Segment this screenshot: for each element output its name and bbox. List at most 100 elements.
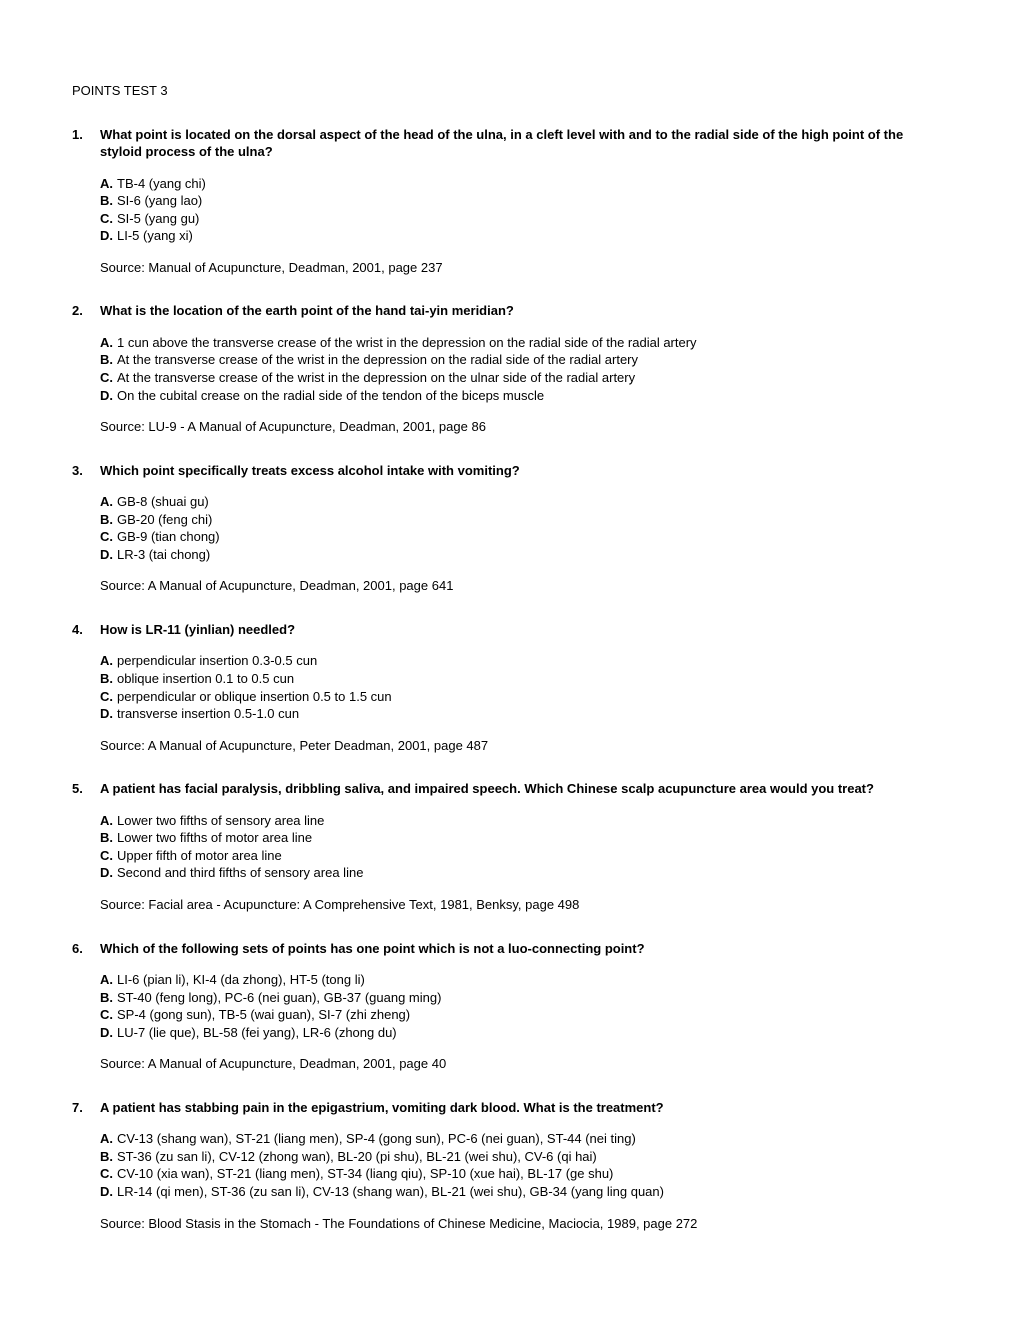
option-text: GB-20 (feng chi) [117, 511, 212, 529]
option-letter: A. [100, 334, 113, 352]
question-number: 6. [72, 940, 100, 958]
option-text: CV-13 (shang wan), ST-21 (liang men), SP… [117, 1130, 636, 1148]
question-block: 4.How is LR-11 (yinlian) needled? A. perp… [72, 621, 948, 754]
option-row: A. CV-13 (shang wan), ST-21 (liang men),… [100, 1130, 948, 1148]
question-text: What is the location of the earth point … [100, 302, 948, 320]
question-number: 5. [72, 780, 100, 798]
option-text: On the cubital crease on the radial side… [117, 387, 544, 405]
option-text: 1 cun above the transverse crease of the… [117, 334, 697, 352]
option-text: ST-40 (feng long), PC-6 (nei guan), GB-3… [117, 989, 441, 1007]
option-text: At the transverse crease of the wrist in… [117, 369, 635, 387]
question-row: 2.What is the location of the earth poin… [72, 302, 948, 320]
option-letter: B. [100, 192, 113, 210]
option-letter: A. [100, 493, 113, 511]
option-letter: A. [100, 1130, 113, 1148]
question-number: 7. [72, 1099, 100, 1117]
question-block: 2.What is the location of the earth poin… [72, 302, 948, 435]
option-letter: D. [100, 1183, 113, 1201]
option-row: C. SP-4 (gong sun), TB-5 (wai guan), SI-… [100, 1006, 948, 1024]
option-letter: B. [100, 829, 113, 847]
source-text: Source: A Manual of Acupuncture, Deadman… [100, 1055, 948, 1073]
option-row: B. oblique insertion 0.1 to 0.5 cun [100, 670, 948, 688]
options-list: A. TB-4 (yang chi)B. SI-6 (yang lao)C. S… [100, 175, 948, 245]
option-letter: C. [100, 1006, 113, 1024]
options-list: A. LI-6 (pian li), KI-4 (da zhong), HT-5… [100, 971, 948, 1041]
source-text: Source: Manual of Acupuncture, Deadman, … [100, 259, 948, 277]
option-text: Upper fifth of motor area line [117, 847, 282, 865]
option-text: TB-4 (yang chi) [117, 175, 206, 193]
option-letter: B. [100, 1148, 113, 1166]
option-text: perpendicular insertion 0.3-0.5 cun [117, 652, 317, 670]
option-text: Second and third fifths of sensory area … [117, 864, 363, 882]
options-list: A. 1 cun above the transverse crease of … [100, 334, 948, 404]
option-text: GB-9 (tian chong) [117, 528, 220, 546]
question-row: 5.A patient has facial paralysis, dribbl… [72, 780, 948, 798]
question-text: Which of the following sets of points ha… [100, 940, 948, 958]
source-text: Source: Blood Stasis in the Stomach - Th… [100, 1215, 948, 1233]
option-letter: D. [100, 227, 113, 245]
option-text: CV-10 (xia wan), ST-21 (liang men), ST-3… [117, 1165, 613, 1183]
question-text: How is LR-11 (yinlian) needled? [100, 621, 948, 639]
option-row: B. At the transverse crease of the wrist… [100, 351, 948, 369]
option-row: D. LU-7 (lie que), BL-58 (fei yang), LR-… [100, 1024, 948, 1042]
question-text: A patient has facial paralysis, dribblin… [100, 780, 948, 798]
question-text: Which point specifically treats excess a… [100, 462, 948, 480]
question-number: 2. [72, 302, 100, 320]
question-row: 4.How is LR-11 (yinlian) needled? [72, 621, 948, 639]
option-row: C. perpendicular or oblique insertion 0.… [100, 688, 948, 706]
options-list: A. CV-13 (shang wan), ST-21 (liang men),… [100, 1130, 948, 1200]
option-letter: B. [100, 989, 113, 1007]
question-block: 7.A patient has stabbing pain in the epi… [72, 1099, 948, 1232]
question-block: 6.Which of the following sets of points … [72, 940, 948, 1073]
option-text: Lower two fifths of motor area line [117, 829, 312, 847]
option-letter: C. [100, 210, 113, 228]
source-text: Source: Facial area - Acupuncture: A Com… [100, 896, 948, 914]
option-row: B. Lower two fifths of motor area line [100, 829, 948, 847]
page-title: POINTS TEST 3 [72, 82, 948, 100]
option-letter: A. [100, 971, 113, 989]
option-text: GB-8 (shuai gu) [117, 493, 209, 511]
option-row: D. Second and third fifths of sensory ar… [100, 864, 948, 882]
option-row: A. GB-8 (shuai gu) [100, 493, 948, 511]
option-text: ST-36 (zu san li), CV-12 (zhong wan), BL… [117, 1148, 597, 1166]
question-number: 3. [72, 462, 100, 480]
options-list: A. GB-8 (shuai gu)B. GB-20 (feng chi)C. … [100, 493, 948, 563]
option-text: perpendicular or oblique insertion 0.5 t… [117, 688, 392, 706]
question-block: 1.What point is located on the dorsal as… [72, 126, 948, 277]
question-block: 3.Which point specifically treats excess… [72, 462, 948, 595]
option-row: A. 1 cun above the transverse crease of … [100, 334, 948, 352]
option-letter: C. [100, 688, 113, 706]
option-letter: B. [100, 670, 113, 688]
option-text: SP-4 (gong sun), TB-5 (wai guan), SI-7 (… [117, 1006, 410, 1024]
option-text: LR-14 (qi men), ST-36 (zu san li), CV-13… [117, 1183, 664, 1201]
question-number: 4. [72, 621, 100, 639]
option-row: A. LI-6 (pian li), KI-4 (da zhong), HT-5… [100, 971, 948, 989]
option-row: C. GB-9 (tian chong) [100, 528, 948, 546]
option-text: LI-6 (pian li), KI-4 (da zhong), HT-5 (t… [117, 971, 365, 989]
option-row: D. On the cubital crease on the radial s… [100, 387, 948, 405]
option-letter: C. [100, 528, 113, 546]
option-letter: D. [100, 705, 113, 723]
option-letter: C. [100, 369, 113, 387]
option-text: transverse insertion 0.5-1.0 cun [117, 705, 299, 723]
option-row: B. SI-6 (yang lao) [100, 192, 948, 210]
option-row: A. TB-4 (yang chi) [100, 175, 948, 193]
source-text: Source: LU-9 - A Manual of Acupuncture, … [100, 418, 948, 436]
option-row: B. GB-20 (feng chi) [100, 511, 948, 529]
question-row: 6.Which of the following sets of points … [72, 940, 948, 958]
option-row: D. transverse insertion 0.5-1.0 cun [100, 705, 948, 723]
questions-container: 1.What point is located on the dorsal as… [72, 126, 948, 1233]
option-letter: A. [100, 812, 113, 830]
option-row: C. Upper fifth of motor area line [100, 847, 948, 865]
option-row: B. ST-36 (zu san li), CV-12 (zhong wan),… [100, 1148, 948, 1166]
option-letter: C. [100, 1165, 113, 1183]
option-letter: D. [100, 546, 113, 564]
option-letter: A. [100, 652, 113, 670]
option-text: LI-5 (yang xi) [117, 227, 193, 245]
option-letter: C. [100, 847, 113, 865]
option-letter: D. [100, 864, 113, 882]
option-row: A. perpendicular insertion 0.3-0.5 cun [100, 652, 948, 670]
question-text: What point is located on the dorsal aspe… [100, 126, 948, 161]
option-text: oblique insertion 0.1 to 0.5 cun [117, 670, 294, 688]
question-row: 7.A patient has stabbing pain in the epi… [72, 1099, 948, 1117]
